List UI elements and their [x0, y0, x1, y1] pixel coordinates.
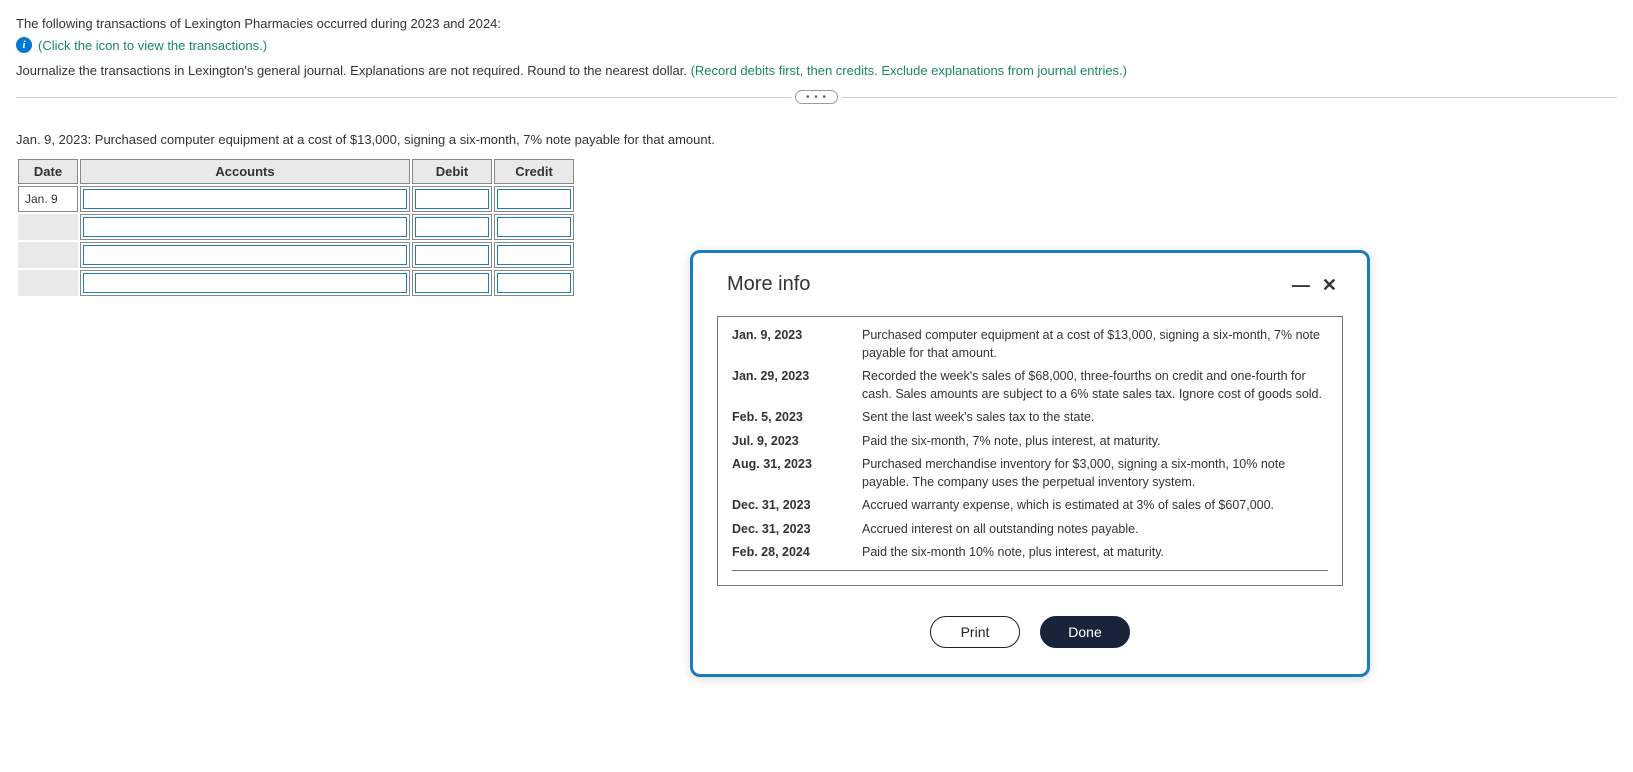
- trans-text: Sent the last week's sales tax to the st…: [862, 409, 1328, 427]
- date-cell-empty: [18, 242, 78, 268]
- trans-text: Paid the six-month 10% note, plus intere…: [862, 544, 1328, 562]
- table-row: [18, 242, 574, 268]
- table-header-row: Date Accounts Debit Credit: [18, 159, 574, 184]
- modal-button-row: Print Done: [717, 616, 1343, 648]
- trans-date: Feb. 28, 2024: [732, 544, 862, 562]
- trans-text: Paid the six-month, 7% note, plus intere…: [862, 433, 1328, 451]
- instruction-green: (Record debits first, then credits. Excl…: [691, 63, 1127, 78]
- trans-date: Jan. 29, 2023: [732, 368, 862, 403]
- instruction-text: Journalize the transactions in Lexington…: [16, 63, 1617, 78]
- accounts-input[interactable]: [83, 217, 407, 237]
- trans-text: Accrued warranty expense, which is estim…: [862, 497, 1328, 515]
- instruction-plain: Journalize the transactions in Lexington…: [16, 63, 691, 78]
- info-link-row: i (Click the icon to view the transactio…: [16, 37, 1617, 53]
- debit-input[interactable]: [415, 245, 489, 265]
- trans-date: Aug. 31, 2023: [732, 456, 862, 491]
- more-info-dialog: More info — ✕ Jan. 9, 2023 Purchased com…: [690, 250, 1370, 677]
- close-icon[interactable]: ✕: [1316, 276, 1343, 294]
- intro-text: The following transactions of Lexington …: [16, 16, 1617, 31]
- minimize-icon[interactable]: —: [1286, 276, 1316, 294]
- list-item: Dec. 31, 2023 Accrued interest on all ou…: [732, 521, 1328, 539]
- credit-input[interactable]: [497, 273, 571, 293]
- credit-input[interactable]: [497, 217, 571, 237]
- list-item: Jan. 9, 2023 Purchased computer equipmen…: [732, 327, 1328, 362]
- credit-input[interactable]: [497, 245, 571, 265]
- date-cell-empty: [18, 270, 78, 296]
- trans-text: Purchased computer equipment at a cost o…: [862, 327, 1328, 362]
- col-date-header: Date: [18, 159, 78, 184]
- trans-date: Dec. 31, 2023: [732, 497, 862, 515]
- trans-text: Purchased merchandise inventory for $3,0…: [862, 456, 1328, 491]
- trans-date: Dec. 31, 2023: [732, 521, 862, 539]
- done-button[interactable]: Done: [1040, 616, 1130, 648]
- date-cell-empty: [18, 214, 78, 240]
- list-item: Jul. 9, 2023 Paid the six-month, 7% note…: [732, 433, 1328, 451]
- table-row: [18, 270, 574, 296]
- transactions-box: Jan. 9, 2023 Purchased computer equipmen…: [717, 316, 1343, 586]
- accounts-input[interactable]: [83, 273, 407, 293]
- divider-line-left: [16, 97, 791, 98]
- section-divider: • • •: [16, 90, 1617, 104]
- info-icon[interactable]: i: [16, 37, 32, 53]
- table-row: Jan. 9: [18, 186, 574, 212]
- date-label: Jan. 9: [21, 190, 75, 208]
- table-row: [18, 214, 574, 240]
- trans-date: Jan. 9, 2023: [732, 327, 862, 362]
- trans-text: Accrued interest on all outstanding note…: [862, 521, 1328, 539]
- transaction-description: Jan. 9, 2023: Purchased computer equipme…: [16, 132, 1617, 147]
- debit-input[interactable]: [415, 273, 489, 293]
- col-credit-header: Credit: [494, 159, 574, 184]
- divider-pill[interactable]: • • •: [795, 90, 838, 104]
- modal-title: More info: [717, 273, 1286, 296]
- trans-text: Recorded the week's sales of $68,000, th…: [862, 368, 1328, 403]
- trans-date: Feb. 5, 2023: [732, 409, 862, 427]
- debit-input[interactable]: [415, 217, 489, 237]
- divider-line-right: [842, 97, 1617, 98]
- list-item: Jan. 29, 2023 Recorded the week's sales …: [732, 368, 1328, 403]
- debit-input[interactable]: [415, 189, 489, 209]
- accounts-input[interactable]: [83, 189, 407, 209]
- accounts-input[interactable]: [83, 245, 407, 265]
- date-cell: Jan. 9: [18, 186, 78, 212]
- modal-header: More info — ✕: [717, 273, 1343, 296]
- list-item: Feb. 5, 2023 Sent the last week's sales …: [732, 409, 1328, 427]
- col-debit-header: Debit: [412, 159, 492, 184]
- info-link-text[interactable]: (Click the icon to view the transactions…: [38, 38, 267, 53]
- trans-date: Jul. 9, 2023: [732, 433, 862, 451]
- list-item: Dec. 31, 2023 Accrued warranty expense, …: [732, 497, 1328, 515]
- journal-table: Date Accounts Debit Credit Jan. 9: [16, 157, 576, 298]
- list-item: Aug. 31, 2023 Purchased merchandise inve…: [732, 456, 1328, 491]
- col-accounts-header: Accounts: [80, 159, 410, 184]
- credit-input[interactable]: [497, 189, 571, 209]
- list-item: Feb. 28, 2024 Paid the six-month 10% not…: [732, 544, 1328, 562]
- print-button[interactable]: Print: [930, 616, 1020, 648]
- info-box-divider: [732, 570, 1328, 571]
